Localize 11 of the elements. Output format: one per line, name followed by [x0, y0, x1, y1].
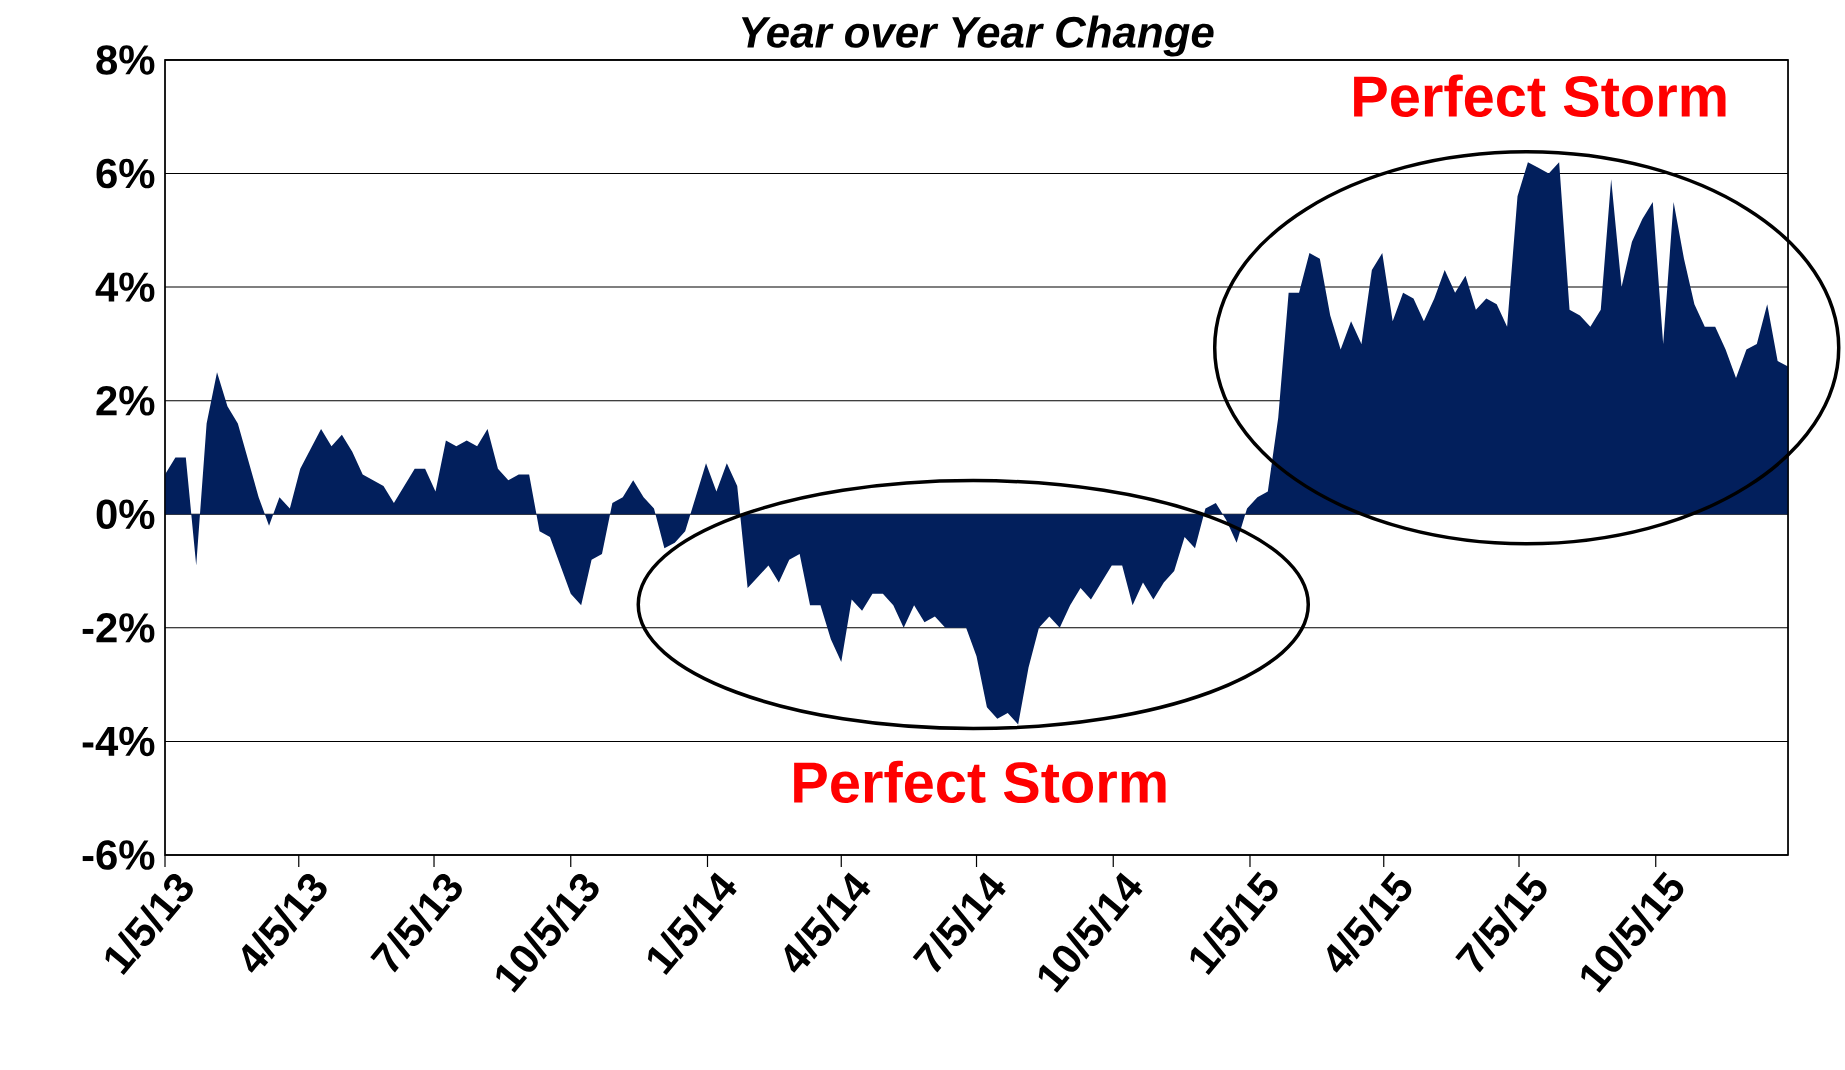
chart-title: Year over Year Change: [741, 15, 1214, 57]
y-tick-label: -4%: [82, 726, 155, 757]
y-tick-label: 0%: [96, 499, 155, 530]
annotation: Perfect Storm: [794, 760, 1166, 804]
y-tick-label: 8%: [96, 45, 155, 75]
y-tick-label: -2%: [82, 613, 155, 643]
y-tick-label: 4%: [95, 272, 155, 302]
annotation: Perfect Storm: [1354, 74, 1726, 117]
y-tick-label: -6%: [82, 840, 155, 870]
y-tick-label: 6%: [96, 158, 155, 189]
y-tick-label: 2%: [96, 385, 155, 416]
